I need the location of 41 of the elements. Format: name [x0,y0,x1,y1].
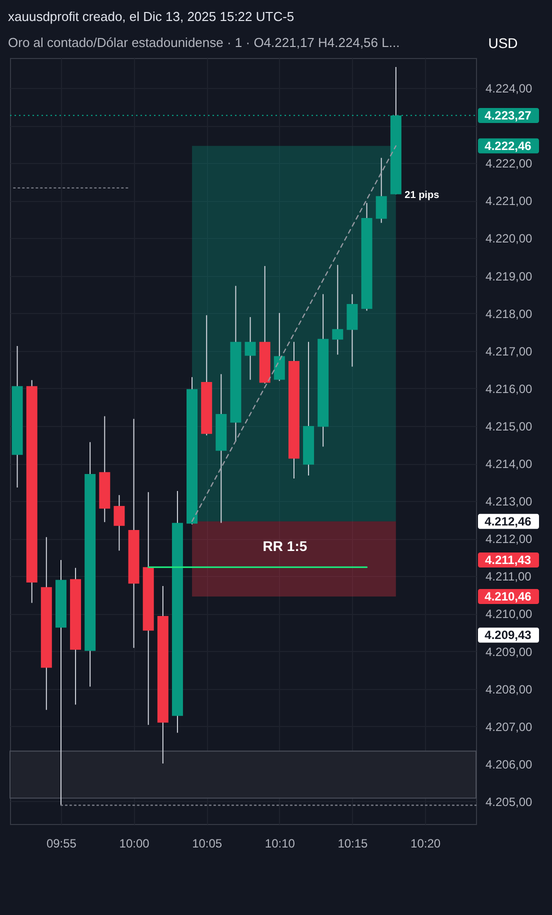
y-tick-label: 4.221,00 [486,194,533,208]
candlestick [274,312,285,382]
text: 4.209,43 [484,628,532,642]
y-tick-label: 4.206,00 [486,757,533,772]
y-tick-label: 4.209,00 [486,644,533,659]
text: 4.222,46 [484,138,532,153]
x-tick-label: 10:10 [264,836,296,850]
text: 4.211,43 [484,553,532,568]
y-tick-label: 4.224,00 [486,82,533,96]
y-tick-label: 4.214,00 [486,457,533,472]
y-tick-label: 4.212,00 [486,532,533,546]
y-tick-label: 4.219,00 [486,269,533,284]
chart-title: xauusdprofit creado, el Dic 13, 2025 15:22 UTC-5 [8,9,294,24]
candlestick [114,494,125,552]
y-tick-label: 4.217,00 [486,344,533,358]
y-tick-label: 4.208,00 [486,682,533,696]
text: 4.212,46 [484,514,532,528]
x-tick-label: 10:15 [338,836,368,850]
y-tick-label: 4.215,00 [486,419,533,434]
x-tick-label: 10:00 [119,836,150,850]
annotation: 21 pips [404,190,440,201]
x-tick-label: 10:20 [410,836,441,850]
chart-subtitle: Oro al contado/Dólar estadounidense · 1 · O4.221,17 H4.224,56 L... [8,35,400,50]
annotation: RR 1:5 [262,538,308,554]
candlestick [244,316,256,380]
y-tick-label: 4.210,00 [486,607,533,622]
y-tick-label: 4.211,00 [486,570,532,584]
x-tick-label: 09:55 [46,836,77,850]
y-tick-label: 4.216,00 [486,382,533,396]
candlestick [376,157,387,224]
y-tick-label: 4.207,00 [486,720,533,734]
ref-line-label: 4.223,27 [484,108,532,122]
x-tick-label: 10:05 [192,836,222,850]
text: 4.210,46 [484,589,532,604]
y-tick-label: 4.218,00 [486,306,533,321]
y-tick-label: 4.220,00 [486,232,533,246]
y-tick-label: 4.205,00 [486,794,533,809]
text: USD [488,35,518,51]
candlestick [332,264,344,356]
y-tick-label: 4.222,00 [486,156,533,171]
y-tick-label: 4.213,00 [486,494,533,509]
